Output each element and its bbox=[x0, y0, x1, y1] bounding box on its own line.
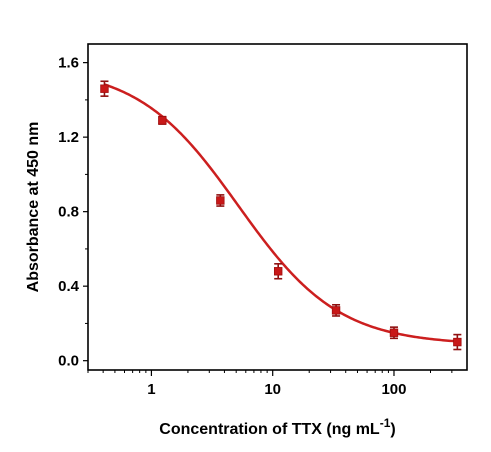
y-tick-label: 0.4 bbox=[58, 278, 80, 295]
x-tick-label: 10 bbox=[264, 381, 281, 398]
x-axis-title-suffix: ) bbox=[390, 421, 395, 438]
y-tick-label: 0.8 bbox=[58, 204, 79, 221]
data-point bbox=[158, 116, 167, 125]
y-tick-label: 1.2 bbox=[58, 129, 79, 146]
data-point bbox=[389, 328, 399, 337]
data-point bbox=[100, 84, 109, 93]
y-axis-title: Absorbance at 450 nm bbox=[25, 122, 42, 293]
data-point bbox=[216, 196, 225, 205]
y-tick-label: 1.6 bbox=[58, 55, 79, 72]
y-tick-label: 0.0 bbox=[58, 353, 79, 370]
x-tick-label: 100 bbox=[381, 381, 406, 398]
x-axis-title-superscript: -1 bbox=[380, 416, 391, 430]
plot-frame bbox=[87, 43, 468, 371]
data-point bbox=[331, 306, 341, 315]
data-point bbox=[273, 267, 283, 276]
x-axis-title-main: Concentration of TTX (ng mL bbox=[159, 421, 380, 438]
plot-area: 0.0 0.4 0.8 1.2 1.6 1 10 100 Absorbance at 450 n… bbox=[25, 43, 468, 438]
x-axis-title: Concentration of TTX (ng mL-1) bbox=[159, 416, 395, 438]
x-tick-label: 1 bbox=[147, 381, 155, 398]
data-point bbox=[453, 337, 462, 347]
